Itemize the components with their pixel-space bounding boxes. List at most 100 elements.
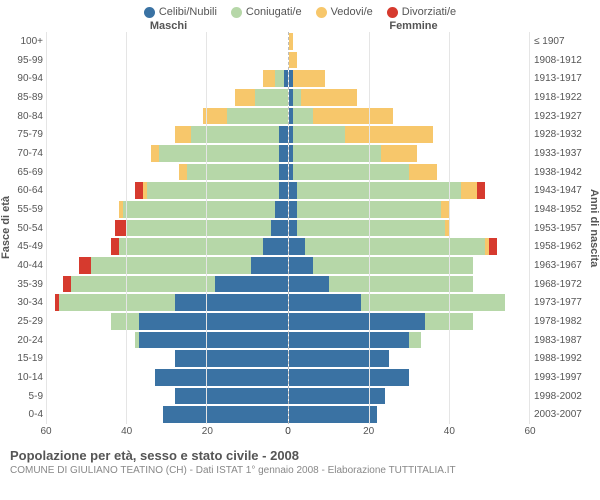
bar-segment <box>345 126 433 143</box>
bar-segment <box>275 201 287 218</box>
legend-dot-icon <box>316 7 327 18</box>
bar-segment <box>461 182 477 199</box>
bar-segment <box>381 145 417 162</box>
bar-row <box>289 256 530 275</box>
male-half <box>47 32 288 424</box>
bar-row <box>47 237 288 256</box>
bar-segment <box>175 294 287 311</box>
birth-label: 1963-1967 <box>534 256 586 275</box>
birth-label: 1968-1972 <box>534 275 586 294</box>
bar-row <box>47 88 288 107</box>
bar-row <box>289 69 530 88</box>
bar-row <box>289 51 530 70</box>
age-label: 60-64 <box>14 181 46 200</box>
bar-segment <box>215 276 287 293</box>
age-label: 10-14 <box>14 368 46 387</box>
bar-segment <box>289 406 377 423</box>
bar-segment <box>159 145 279 162</box>
bar-row <box>47 51 288 70</box>
bar-row <box>289 200 530 219</box>
bar-segment <box>313 108 393 125</box>
birth-label: 1983-1987 <box>534 331 586 350</box>
bar-segment <box>175 350 287 367</box>
bar-segment <box>297 220 445 237</box>
bar-segment <box>175 126 191 143</box>
birth-label: 1953-1957 <box>534 219 586 238</box>
birth-label: 1998-2002 <box>534 387 586 406</box>
bar-row <box>47 293 288 312</box>
birth-label: ≤ 1907 <box>534 32 586 51</box>
bar-segment <box>293 145 381 162</box>
age-label: 30-34 <box>14 293 46 312</box>
bar-row <box>289 331 530 350</box>
bar-row <box>47 144 288 163</box>
bar-segment <box>293 164 409 181</box>
y-right-axis-title: Anni di nascita <box>586 32 600 424</box>
bar-row <box>289 275 530 294</box>
legend: Celibi/NubiliConiugati/eVedovi/eDivorzia… <box>0 0 600 20</box>
bar-segment <box>289 388 385 405</box>
bar-segment <box>477 182 485 199</box>
bar-row <box>289 125 530 144</box>
bar-segment <box>63 276 71 293</box>
bar-row <box>47 32 288 51</box>
birth-label: 1973-1977 <box>534 293 586 312</box>
legend-dot-icon <box>231 7 242 18</box>
birth-label: 1913-1917 <box>534 69 586 88</box>
bar-segment <box>289 313 425 330</box>
bar-segment <box>191 126 279 143</box>
bar-row <box>47 107 288 126</box>
bar-segment <box>293 108 313 125</box>
female-half <box>288 32 530 424</box>
legend-dot-icon <box>387 7 398 18</box>
bar-segment <box>179 164 187 181</box>
x-axis: 0204060 0204060 <box>0 426 600 440</box>
bar-segment <box>361 294 505 311</box>
bar-segment <box>275 70 283 87</box>
column-headers: Maschi Femmine <box>0 20 600 32</box>
bar-segment <box>289 52 297 69</box>
bar-segment <box>441 201 449 218</box>
x-tick-label: 20 <box>363 426 374 437</box>
bar-segment <box>255 89 287 106</box>
bar-row <box>289 219 530 238</box>
bar-row <box>47 405 288 424</box>
bar-row <box>289 88 530 107</box>
bar-segment <box>289 33 293 50</box>
bar-row <box>289 32 530 51</box>
bar-row <box>289 349 530 368</box>
bar-segment <box>111 238 119 255</box>
bar-segment <box>293 89 301 106</box>
bar-segment <box>139 332 287 349</box>
legend-item: Celibi/Nubili <box>144 6 217 18</box>
age-label: 15-19 <box>14 349 46 368</box>
bar-segment <box>293 70 325 87</box>
bar-row <box>289 312 530 331</box>
bar-segment <box>139 313 287 330</box>
age-label: 35-39 <box>14 275 46 294</box>
bar-segment <box>163 406 287 423</box>
birth-label: 1978-1982 <box>534 312 586 331</box>
bar-row <box>47 256 288 275</box>
bar-segment <box>175 388 287 405</box>
bar-segment <box>263 238 287 255</box>
age-label: 85-89 <box>14 88 46 107</box>
bar-segment <box>147 182 279 199</box>
birth-label: 2003-2007 <box>534 405 586 424</box>
bar-segment <box>119 238 263 255</box>
birth-label: 1933-1937 <box>534 144 586 163</box>
bar-segment <box>279 145 287 162</box>
female-header: Femmine <box>291 20 536 32</box>
x-tick-label: 60 <box>524 426 535 437</box>
birth-label: 1943-1947 <box>534 181 586 200</box>
bar-segment <box>289 257 313 274</box>
bar-row <box>47 181 288 200</box>
birth-label: 1908-1912 <box>534 51 586 70</box>
bar-segment <box>301 89 357 106</box>
bar-row <box>47 387 288 406</box>
bar-segment <box>293 126 345 143</box>
bar-row <box>289 368 530 387</box>
bar-segment <box>289 350 389 367</box>
bar-segment <box>151 145 159 162</box>
bar-row <box>289 107 530 126</box>
